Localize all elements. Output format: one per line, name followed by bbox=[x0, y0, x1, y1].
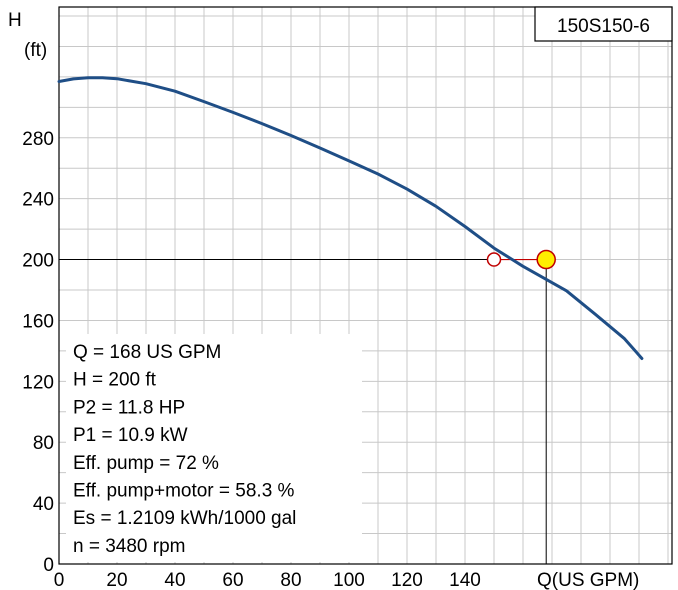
x-tick-label: 60 bbox=[222, 570, 243, 590]
y-tick-label: 0 bbox=[43, 555, 54, 576]
info-line: P2 = 11.8 HP bbox=[73, 397, 185, 418]
operating-info-panel: Q = 168 US GPM H = 200 ft P2 = 11.8 HP P1 =… bbox=[66, 334, 362, 562]
info-panel-background bbox=[66, 334, 362, 562]
y-tick-label: 280 bbox=[22, 129, 54, 150]
y-tick-labels: 0 40 80 120 160 200 240 280 bbox=[22, 129, 54, 576]
y-tick-label: 160 bbox=[22, 311, 54, 332]
info-line: Es = 1.2109 kWh/1000 gal bbox=[73, 508, 296, 529]
y-tick-label: 240 bbox=[22, 190, 54, 211]
plot-frame bbox=[58, 6, 673, 565]
info-line: H = 200 ft bbox=[73, 370, 157, 391]
operating-points bbox=[486, 249, 556, 270]
info-line: Eff. pump+motor = 58.3 % bbox=[73, 481, 295, 502]
x-tick-label: 0 bbox=[54, 570, 65, 590]
y-tick-label: 40 bbox=[33, 494, 54, 515]
x-tick-label: 120 bbox=[391, 570, 423, 590]
y-tick-label: 80 bbox=[33, 433, 54, 454]
info-line: Eff. pump = 72 % bbox=[73, 453, 219, 474]
y-axis-unit: (ft) bbox=[24, 40, 47, 61]
pump-curve-line bbox=[57, 76, 644, 360]
model-label: 150S150-6 bbox=[557, 16, 650, 37]
x-tick-label: 100 bbox=[333, 570, 365, 590]
y-tick-label: 120 bbox=[22, 372, 54, 393]
model-label-box: 150S150-6 bbox=[534, 6, 673, 42]
info-line: n = 3480 rpm bbox=[73, 536, 186, 557]
x-axis-label: Q(US GPM) bbox=[537, 570, 639, 590]
x-tick-label: 80 bbox=[280, 570, 301, 590]
info-line: Q = 168 US GPM bbox=[73, 342, 221, 363]
x-tick-label: 140 bbox=[449, 570, 481, 590]
x-tick-label: 20 bbox=[106, 570, 127, 590]
required-point bbox=[486, 252, 502, 267]
model-label-frame bbox=[534, 6, 673, 42]
duty-point bbox=[536, 249, 556, 270]
x-tick-labels: 0 20 40 60 80 100 120 140 bbox=[54, 570, 481, 590]
x-tick-label: 40 bbox=[164, 570, 185, 590]
info-line: P1 = 10.9 kW bbox=[73, 425, 188, 446]
y-axis-label: H bbox=[8, 10, 22, 31]
y-tick-label: 200 bbox=[22, 251, 54, 272]
